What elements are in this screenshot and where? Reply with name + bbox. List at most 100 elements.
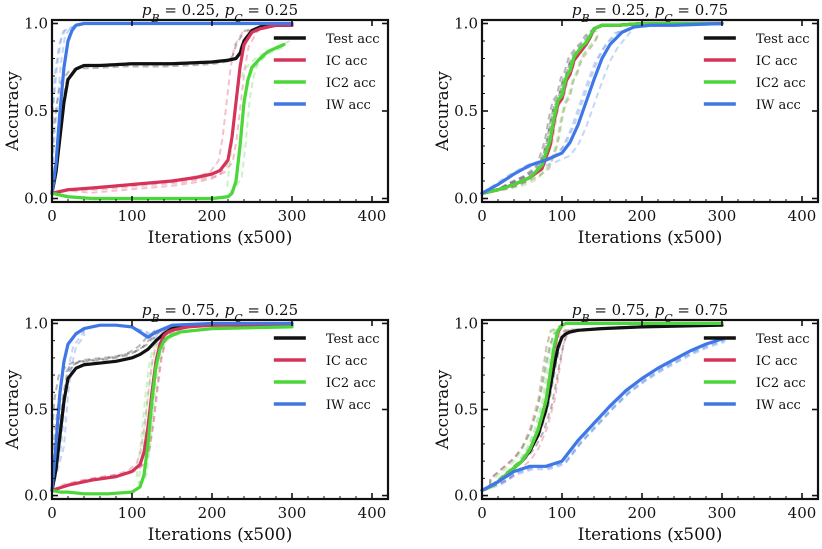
y-tick-label: 0.5 (24, 102, 48, 120)
series-line-ic-acc (50, 323, 294, 492)
ghost-run-test-acc (51, 322, 293, 491)
series-line-ic-acc (50, 23, 294, 195)
ghost-run-iw-acc (481, 22, 723, 195)
x-tick-label: 0 (47, 207, 57, 225)
legend-label: IW acc (756, 398, 801, 413)
x-tick-label: 400 (358, 207, 387, 225)
x-tick-label: 200 (198, 207, 227, 225)
ghost-run-test-acc (51, 322, 293, 490)
ghost-run-test-acc (51, 24, 292, 194)
ghost-run-ic-acc (51, 324, 292, 492)
ghost-run-ic2-acc (51, 325, 293, 495)
ghost-run-ic2-acc (51, 325, 293, 495)
ghost-run-test-acc (51, 24, 292, 194)
series-line-test-acc (50, 23, 294, 195)
series-line-ic2-acc (50, 42, 286, 201)
x-tick-label: 100 (548, 207, 577, 225)
ghost-run-test-acc (51, 24, 292, 194)
series-line-test-acc (50, 321, 294, 492)
ghost-run-iw-acc (51, 22, 292, 194)
chart-title: pB = 0.25, pC = 0.25 (142, 1, 298, 25)
chart-panel-3: 0 100 200 300 400 0.0 0.5 1.0 Iterations (x500) A… (3, 301, 390, 545)
ghost-run-iw-acc (481, 23, 723, 195)
y-tick-label: 1.0 (24, 15, 48, 33)
x-tick-label: 200 (628, 207, 657, 225)
ghost-run-ic-acc (51, 24, 292, 195)
x-tick-label: 200 (198, 504, 227, 522)
ghost-run-ic2-acc (51, 45, 285, 200)
legend-label: Test acc (326, 332, 380, 347)
y-tick-label: 0.0 (454, 190, 478, 208)
y-tick-label: 0.0 (24, 190, 48, 208)
x-tick-label: 300 (278, 504, 307, 522)
series-line-iw-acc (480, 21, 724, 195)
legend-label: IW acc (756, 98, 801, 113)
ghost-run-iw-acc (51, 322, 292, 491)
y-tick-label: 0.5 (24, 401, 48, 419)
x-tick-label: 300 (708, 504, 737, 522)
y-tick-label: 0.5 (454, 102, 478, 120)
x-tick-label: 300 (708, 207, 737, 225)
x-axis-label: Iterations (x500) (148, 525, 293, 545)
ghost-run-ic-acc (51, 24, 292, 195)
x-tick-label: 0 (47, 504, 57, 522)
ghost-run-iw-acc (481, 341, 725, 492)
chart-panel-1: 0 100 200 300 400 0.0 0.5 1.0 Iterations (x500) A… (3, 1, 390, 248)
series-line-iw-acc (480, 337, 724, 492)
legend-label: IC2 acc (756, 376, 806, 391)
ghost-run-test-acc (51, 322, 293, 490)
chart-title: pB = 0.25, pC = 0.75 (572, 1, 728, 25)
y-tick-label: 1.0 (24, 314, 48, 332)
ghost-run-ic2-acc (51, 47, 276, 200)
ghost-run-ic-acc (51, 324, 292, 492)
series-line-ic2-acc (480, 321, 724, 492)
legend-label: Test acc (756, 32, 810, 47)
x-axis-label: Iterations (x500) (578, 525, 723, 545)
ghost-run-ic2-acc (481, 22, 722, 195)
x-tick-label: 0 (477, 504, 487, 522)
x-tick-label: 100 (118, 504, 147, 522)
legend-label: IC acc (756, 54, 798, 69)
ghost-run-ic2-acc (51, 40, 291, 199)
ghost-run-ic2-acc (481, 322, 722, 492)
series-line-iw-acc (50, 321, 294, 492)
ghost-run-ic2-acc (481, 322, 722, 492)
x-tick-label: 200 (628, 504, 657, 522)
ghost-run-ic-acc (51, 323, 292, 491)
y-axis-label: Accuracy (433, 369, 453, 450)
ghost-run-iw-acc (51, 22, 292, 193)
legend-label: IC acc (756, 354, 798, 369)
chart-title: pB = 0.75, pC = 0.25 (142, 301, 298, 325)
x-tick-label: 300 (278, 207, 307, 225)
legend-label: Test acc (756, 332, 810, 347)
legend-label: IW acc (326, 98, 371, 113)
series-line-ic2-acc (50, 325, 294, 496)
ghost-run-ic2-acc (51, 325, 293, 495)
y-tick-label: 0.0 (454, 487, 478, 505)
ghost-run-ic-acc (51, 24, 292, 195)
legend-label: IC2 acc (326, 76, 376, 91)
ghost-run-iw-acc (51, 23, 292, 194)
ghost-run-ic-acc (481, 322, 722, 491)
y-tick-label: 0.0 (24, 487, 48, 505)
ghost-run-iw-acc (481, 339, 727, 492)
legend-label: IW acc (326, 398, 371, 413)
y-tick-label: 1.0 (454, 314, 478, 332)
x-tick-label: 0 (477, 207, 487, 225)
x-tick-label: 100 (548, 504, 577, 522)
chart-panel-4: 0 100 200 300 400 0.0 0.5 1.0 Iterations (x500) A… (433, 301, 820, 545)
series-line-ic2-acc (480, 21, 724, 195)
y-tick-label: 0.5 (454, 401, 478, 419)
y-axis-label: Accuracy (3, 369, 23, 450)
x-tick-label: 400 (358, 504, 387, 522)
y-tick-label: 1.0 (454, 15, 478, 33)
ghost-run-iw-acc (51, 322, 292, 492)
chart-title: pB = 0.75, pC = 0.75 (572, 301, 728, 325)
y-axis-label: Accuracy (433, 71, 453, 152)
ghost-run-test-acc (481, 23, 722, 195)
legend-label: IC2 acc (756, 76, 806, 91)
legend-label: IC acc (326, 54, 368, 69)
legend-label: Test acc (326, 32, 380, 47)
x-tick-label: 400 (788, 504, 817, 522)
